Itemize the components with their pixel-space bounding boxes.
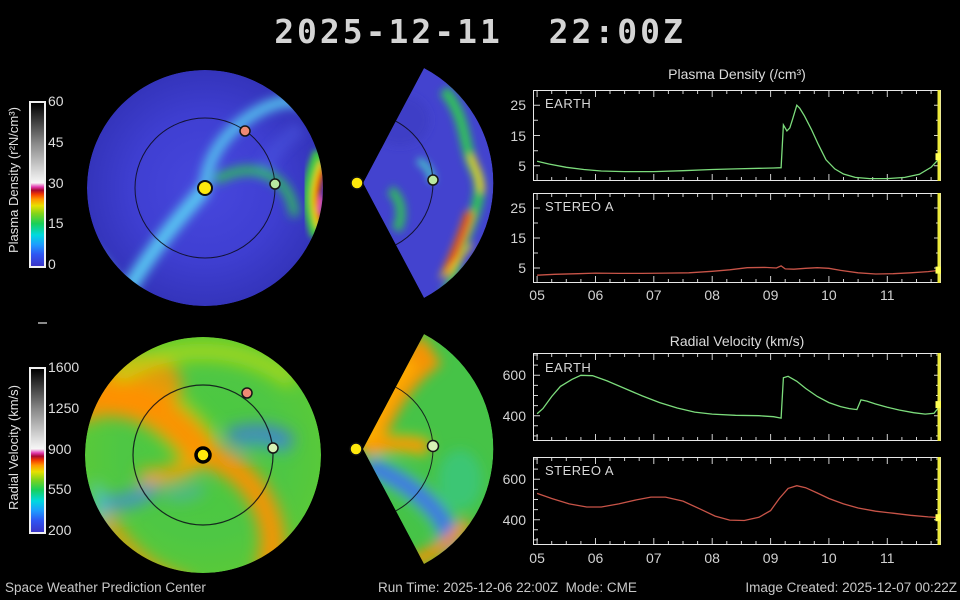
xaxis-labels-density: 05 06 07 08 09 10 11: [529, 287, 941, 303]
density-chart-title: Plasma Density (/cm³): [668, 66, 806, 82]
x-tick-label: 05: [529, 287, 545, 303]
y-tick-label: 25: [510, 200, 526, 216]
series-line: [536, 374, 941, 419]
velocity-ecliptic-map: [85, 337, 321, 573]
velocity-colorbar-tick: 1600: [48, 359, 80, 375]
earth-marker: [267, 442, 279, 454]
chart-panel-velocity-earth: [533, 353, 941, 441]
earth-marker: [427, 174, 439, 186]
current-value-marker: [935, 401, 941, 409]
y-tick-label: 15: [510, 127, 526, 144]
y-tick-label: 5: [518, 157, 526, 174]
series-line: [537, 265, 941, 276]
axis-ticks: [534, 354, 940, 440]
x-tick-label: 06: [587, 550, 604, 566]
xaxis-labels-velocity: 05 06 07 08 09 10 11: [529, 550, 941, 566]
velocity-colorbar-tick: 550: [48, 481, 72, 497]
footer-run-time: Run Time: 2025-12-06 22:00Z Mode: CME: [378, 580, 637, 595]
panel-label-density-earth: EARTH: [545, 96, 592, 111]
timestamp-title: 2025-12-11 22:00Z: [274, 12, 686, 51]
y-tick-label: 400: [502, 407, 526, 424]
velocity-earth-plot: [533, 353, 941, 441]
plot-frame: [533, 90, 941, 181]
density-stereo-a-plot: [533, 193, 941, 283]
y-tick-label: 15: [510, 230, 526, 246]
velocity-colorbar-tick: 200: [48, 522, 72, 538]
density-colorbar-tick: 0: [48, 256, 56, 272]
sun-icon: [194, 446, 212, 464]
current-value-marker: [935, 266, 941, 274]
y-tick-label: 25: [510, 97, 526, 114]
yaxis-labels-density-earth: 5 15 25: [490, 90, 528, 181]
velocity-colorbar-label: Radial Velocity (km/s): [6, 385, 21, 511]
chart-panel-density-stereo-a: [533, 193, 941, 283]
chart-panel-density-earth: [533, 90, 941, 181]
panel-label-density-stereo-a: STEREO A: [545, 199, 615, 214]
density-colorbar-tick: 60: [48, 93, 64, 109]
x-tick-label: 11: [880, 287, 895, 303]
orbit-circle: [132, 384, 274, 526]
panel-label-velocity-earth: EARTH: [545, 360, 592, 375]
density-meridional-wedge: [340, 60, 500, 306]
x-tick-label: 05: [529, 550, 545, 566]
current-value-marker: [935, 153, 941, 161]
density-colorbar-label: Plasma Density (r²N/cm³): [6, 107, 21, 253]
yaxis-labels-density-stereo-a: 5 15 25: [490, 193, 528, 283]
density-earth-plot: [533, 90, 941, 181]
velocity-map-svg: [85, 337, 321, 573]
x-tick-label: 10: [821, 550, 837, 566]
velocity-chart-title: Radial Velocity (km/s): [669, 333, 805, 349]
density-wedge-svg: [350, 68, 494, 298]
density-colorbar-tick: 45: [48, 134, 64, 150]
density-colorbar-tick: 15: [48, 215, 64, 231]
density-colorbar-tick: 30: [48, 175, 64, 191]
series-line: [536, 485, 941, 522]
series-line: [536, 103, 941, 180]
density-map-svg: [87, 70, 323, 306]
velocity-meridional-wedge: [340, 330, 500, 576]
velocity-stereo-a-plot: [533, 457, 941, 545]
sun-icon: [349, 442, 363, 456]
density-colorbar: [29, 101, 46, 268]
sun-icon: [197, 180, 213, 196]
sun-icon: [350, 176, 364, 190]
earth-marker: [269, 178, 281, 190]
axis-ticks: [534, 193, 940, 283]
stereo-a-marker: [239, 125, 251, 137]
density-ecliptic-map: [87, 70, 323, 306]
current-value-marker: [935, 514, 941, 522]
velocity-colorbar-tick: 1250: [48, 400, 80, 416]
y-tick-label: 400: [502, 511, 526, 528]
x-tick-label: 07: [646, 550, 662, 566]
x-tick-label: 06: [587, 287, 604, 303]
x-tick-label: 10: [821, 287, 837, 303]
x-tick-label: 09: [762, 287, 779, 303]
plot-frame: [533, 353, 941, 441]
y-tick-label: 5: [518, 260, 526, 276]
y-tick-label: 600: [502, 367, 526, 384]
axis-ticks: [534, 90, 940, 181]
x-tick-label: 11: [880, 550, 895, 566]
yaxis-labels-velocity-stereo-a: 400 600: [490, 457, 528, 545]
y-tick-label: 600: [502, 471, 526, 488]
stray-dash-mark: [38, 322, 47, 324]
footer-org: Space Weather Prediction Center: [5, 580, 206, 595]
x-tick-label: 09: [762, 550, 779, 566]
chart-panel-velocity-stereo-a: [533, 457, 941, 545]
velocity-colorbar-tick: 900: [48, 441, 72, 457]
x-tick-label: 07: [646, 287, 662, 303]
x-tick-label: 08: [704, 550, 720, 566]
footer-image-created: Image Created: 2025-12-07 00:22Z: [745, 580, 957, 595]
panel-label-velocity-stereo-a: STEREO A: [545, 463, 615, 478]
velocity-wedge-decor: [363, 334, 494, 564]
velocity-colorbar: [29, 367, 46, 534]
velocity-wedge-svg: [349, 334, 494, 564]
earth-marker: [426, 439, 440, 453]
yaxis-labels-velocity-earth: 400 600: [490, 353, 528, 441]
x-tick-label: 08: [704, 287, 720, 303]
stereo-a-marker: [241, 387, 253, 399]
